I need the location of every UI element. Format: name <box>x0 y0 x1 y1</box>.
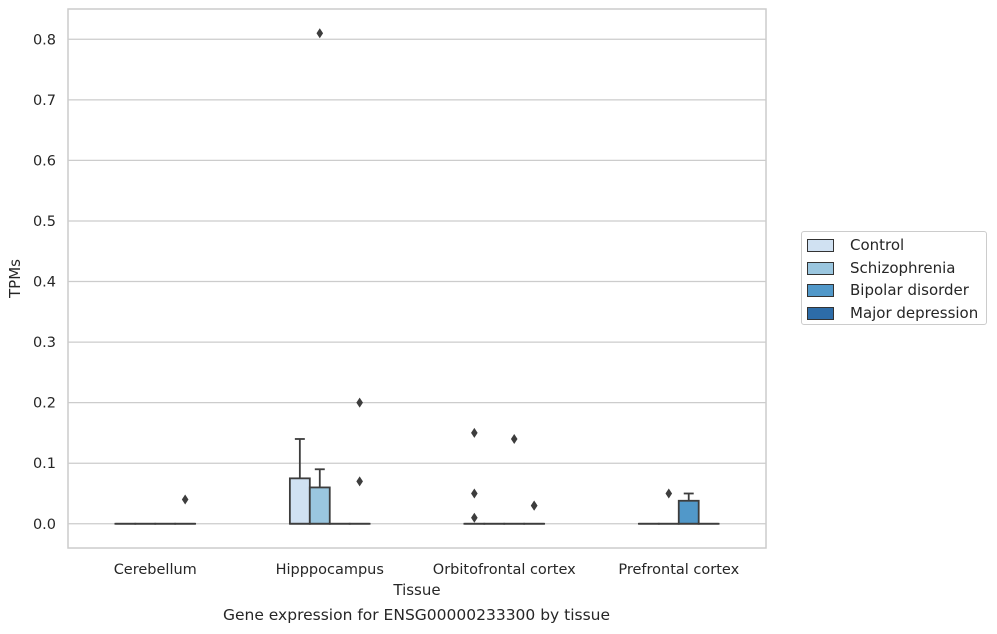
x-axis-label: Tissue <box>392 581 440 599</box>
legend-swatch-schizophrenia <box>807 261 834 275</box>
outlier-point <box>665 488 673 499</box>
y-tick-label: 0.3 <box>33 335 56 351</box>
y-tick-label: 0.5 <box>33 214 56 230</box>
x-tick-labels: Cerebellum Hipppocampus Orbitofrontal cort… <box>114 562 740 578</box>
y-tick-label: 0.4 <box>33 275 56 291</box>
y-tick-label: 0.0 <box>33 517 56 533</box>
outlier-point <box>356 397 363 408</box>
chart-caption: Gene expression for ENSG00000233300 by t… <box>222 606 611 624</box>
legend-label-major-depression: Major depression <box>850 304 979 322</box>
gridlines <box>68 38 766 525</box>
legend-item-control: Control <box>807 235 904 255</box>
legend-item-schizophrenia: Schizophrenia <box>807 258 955 278</box>
outlier-point <box>471 512 478 523</box>
legend-label-control: Control <box>850 236 905 254</box>
outlier-point <box>471 488 478 499</box>
x-tick-label: Prefrontal cortex <box>618 562 739 578</box>
box <box>308 486 331 525</box>
outlier-point <box>510 433 518 444</box>
outlier-point <box>181 494 189 505</box>
outlier-point <box>530 500 538 511</box>
y-tick-label: 0.8 <box>33 32 56 48</box>
y-tick-label: 0.7 <box>33 93 56 109</box>
box <box>288 477 311 525</box>
legend-swatch-major-depression <box>807 306 834 320</box>
x-tick-label: Hipppocampus <box>276 562 384 578</box>
y-tick-label: 0.1 <box>33 456 56 472</box>
legend-item-major-depression: Major depression <box>807 303 978 323</box>
legend-label-bipolar-disorder: Bipolar disorder <box>850 281 969 299</box>
outlier-point <box>356 476 363 487</box>
legend-label-schizophrenia: Schizophrenia <box>850 259 956 277</box>
x-tick-label: Cerebellum <box>114 562 197 578</box>
y-axis-label: TPMs <box>6 259 24 299</box>
y-tick-label: 0.2 <box>33 396 56 412</box>
y-tick-labels: 0.0 0.1 0.2 0.3 0.4 0.5 0.6 0.7 0.8 <box>33 32 56 532</box>
x-tick-label: Orbitofrontal cortex <box>433 562 576 578</box>
box <box>677 499 700 525</box>
outlier-point <box>471 427 478 438</box>
boxes <box>114 28 720 525</box>
y-tick-label: 0.6 <box>33 153 56 169</box>
legend-item-bipolar-disorder: Bipolar disorder <box>807 280 969 300</box>
plot-frame <box>67 8 767 549</box>
legend-swatch-bipolar-disorder <box>807 283 834 297</box>
legend-swatch-control <box>807 238 834 252</box>
outlier-point <box>316 28 324 39</box>
legend: Control Schizophrenia Bipolar disorder M… <box>801 231 987 325</box>
